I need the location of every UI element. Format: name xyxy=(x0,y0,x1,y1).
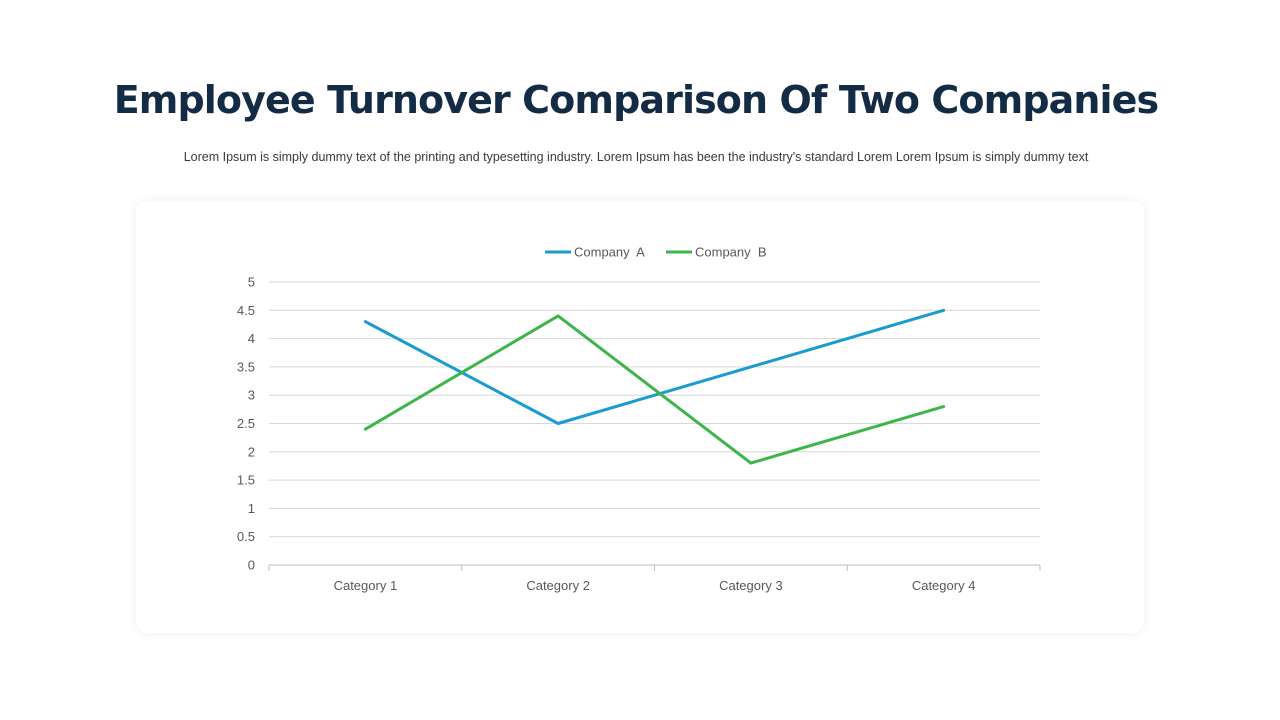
y-tick-label: 0 xyxy=(248,558,255,573)
chart-card: 0 0.5 1 1.5 2 2.5 3 3.5 4 4.5 5 Category 1 Category … xyxy=(136,201,1144,633)
y-tick-label: 2 xyxy=(248,444,255,459)
x-tick-label: Category 2 xyxy=(526,578,590,593)
y-tick-label: 5 xyxy=(248,275,255,290)
y-tick-label: 3.5 xyxy=(237,359,255,374)
legend-label: Company A xyxy=(574,245,645,260)
slide-subtitle: Lorem Ipsum is simply dummy text of the … xyxy=(183,150,1089,164)
legend-label: Company B xyxy=(695,245,767,260)
x-tick-label: Category 3 xyxy=(719,578,783,593)
x-tick-label: Category 4 xyxy=(912,578,976,593)
y-tick-label: 1 xyxy=(248,501,255,516)
slide-title: Employee Turnover Comparison Of Two Comp… xyxy=(113,78,1159,122)
series-line xyxy=(363,314,946,465)
y-tick-label: 3 xyxy=(248,388,255,403)
line-chart: 0 0.5 1 1.5 2 2.5 3 3.5 4 4.5 5 Category 1 Category … xyxy=(237,245,1041,593)
y-tick-label: 1.5 xyxy=(237,473,255,488)
y-tick-label: 2.5 xyxy=(237,416,255,431)
y-tick-label: 0.5 xyxy=(237,529,255,544)
y-tick-label: 4.5 xyxy=(237,303,255,318)
y-tick-label: 4 xyxy=(248,331,255,346)
x-tick-label: Category 1 xyxy=(334,578,398,593)
